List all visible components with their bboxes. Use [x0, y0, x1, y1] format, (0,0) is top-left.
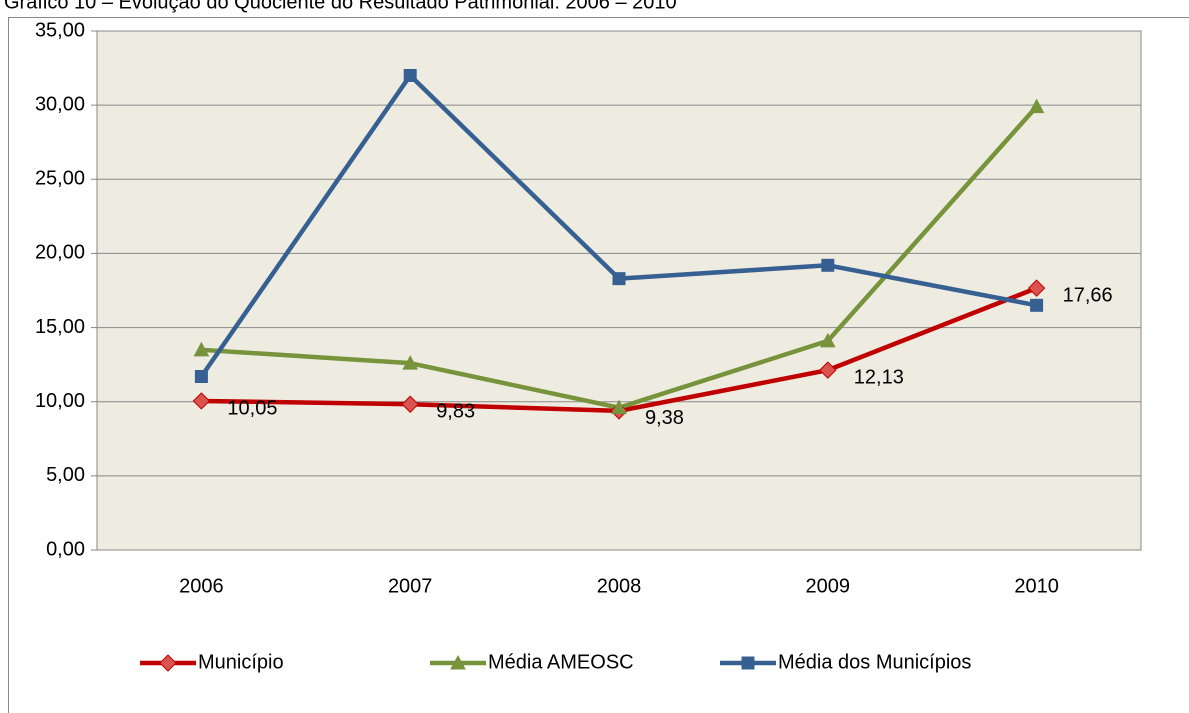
chart-title: Gráfico 10 – Evolução do Quociente do Re…: [4, 0, 677, 13]
marker: [612, 272, 626, 286]
y-tick-label: 10,00: [35, 390, 85, 412]
marker: [819, 361, 837, 379]
x-tick-label: 2008: [597, 575, 642, 597]
data-label: 9,83: [436, 401, 475, 423]
y-tick-label: 25,00: [35, 168, 85, 190]
marker: [611, 399, 627, 415]
marker: [194, 370, 208, 384]
marker: [401, 395, 419, 413]
data-label: 10,05: [227, 397, 277, 419]
marker: [159, 654, 177, 672]
marker: [819, 332, 836, 348]
x-tick-label: 2006: [179, 575, 224, 597]
marker: [821, 258, 835, 272]
y-tick-label: 5,00: [46, 464, 85, 486]
legend-label: Média AMEOSC: [488, 651, 634, 673]
y-tick-label: 35,00: [35, 19, 85, 41]
legend-label: Média dos Municípios: [778, 651, 971, 673]
marker: [1028, 98, 1045, 114]
marker: [450, 654, 466, 670]
x-tick-label: 2009: [806, 575, 851, 597]
data-label: 17,66: [1063, 284, 1113, 306]
data-label: 9,38: [645, 407, 684, 429]
marker: [1030, 298, 1044, 312]
plot-area: [96, 30, 1142, 551]
marker: [741, 656, 755, 670]
x-tick-label: 2007: [388, 575, 433, 597]
marker: [402, 355, 419, 370]
marker: [192, 392, 211, 410]
legend-label: Município: [198, 651, 284, 673]
y-tick-label: 15,00: [35, 316, 85, 338]
y-tick-label: 0,00: [46, 538, 85, 560]
marker: [403, 68, 417, 82]
x-tick-label: 2010: [1014, 575, 1059, 597]
y-tick-label: 20,00: [35, 242, 85, 264]
data-label: 12,13: [854, 366, 904, 388]
marker: [193, 341, 210, 357]
y-tick-label: 30,00: [35, 93, 85, 115]
marker: [1027, 279, 1046, 297]
